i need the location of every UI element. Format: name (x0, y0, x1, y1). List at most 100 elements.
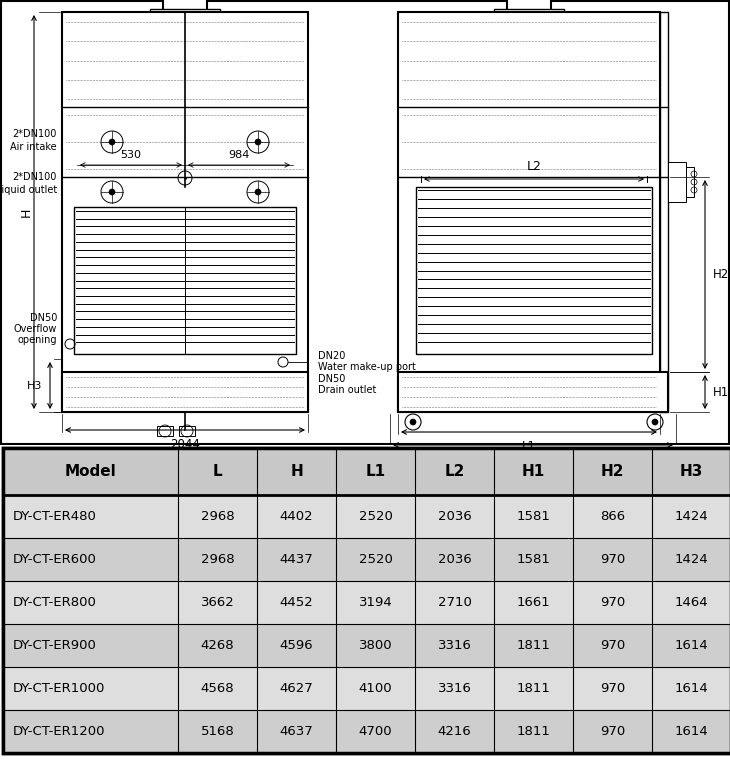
Text: 2968: 2968 (201, 510, 234, 523)
Text: 3662: 3662 (201, 596, 234, 609)
Circle shape (255, 139, 261, 145)
Text: 2036: 2036 (437, 553, 472, 566)
Text: 1581: 1581 (517, 553, 550, 566)
Bar (74, 207, 296, 354)
Text: Drain outlet: Drain outlet (318, 385, 377, 395)
Bar (62, 12, 308, 412)
Text: 2710: 2710 (437, 596, 472, 609)
Text: 4437: 4437 (280, 553, 313, 566)
Text: 2*DN100: 2*DN100 (12, 172, 57, 182)
Text: 1424: 1424 (675, 510, 708, 523)
Text: Overflow: Overflow (14, 324, 57, 334)
Text: DY-CT-ER600: DY-CT-ER600 (13, 553, 97, 566)
Bar (416, 187, 652, 354)
Text: DY-CT-ER900: DY-CT-ER900 (13, 639, 97, 652)
Bar (3, 495, 730, 538)
Text: L: L (212, 464, 223, 479)
Text: 3316: 3316 (437, 639, 472, 652)
Text: 970: 970 (600, 682, 625, 695)
Text: Model: Model (65, 464, 116, 479)
Bar (3, 710, 730, 753)
Bar (660, 12, 668, 412)
Text: DN50: DN50 (30, 313, 57, 323)
Text: H1: H1 (522, 464, 545, 479)
Text: 2968: 2968 (201, 553, 234, 566)
Text: Air intake: Air intake (10, 142, 57, 152)
Text: 3800: 3800 (358, 639, 392, 652)
Text: 530: 530 (120, 150, 142, 160)
Text: 970: 970 (600, 553, 625, 566)
Bar (3, 538, 730, 581)
Circle shape (255, 189, 261, 195)
Text: 1464: 1464 (675, 596, 708, 609)
Text: 4596: 4596 (280, 639, 313, 652)
Bar (62, 372, 308, 412)
Text: 2044: 2044 (170, 438, 200, 451)
Text: 970: 970 (600, 639, 625, 652)
Text: 1811: 1811 (517, 639, 550, 652)
Text: 1581: 1581 (517, 510, 550, 523)
Text: 3316: 3316 (437, 682, 472, 695)
Bar (150, 9, 220, 18)
Bar (3, 667, 730, 710)
Text: DY-CT-ER480: DY-CT-ER480 (13, 510, 97, 523)
Text: 4637: 4637 (280, 725, 313, 738)
Text: 970: 970 (600, 596, 625, 609)
Text: 970: 970 (600, 725, 625, 738)
Bar (686, 167, 694, 197)
Bar (398, 12, 660, 412)
Text: H3: H3 (680, 464, 703, 479)
Bar (398, 372, 668, 412)
Bar (668, 162, 686, 202)
Text: opening: opening (18, 335, 57, 345)
Text: 4452: 4452 (280, 596, 313, 609)
Text: DY-CT-ER1000: DY-CT-ER1000 (13, 682, 105, 695)
Text: 2*DN100: 2*DN100 (12, 129, 57, 139)
Text: DN50: DN50 (318, 374, 345, 384)
Text: L: L (529, 453, 537, 466)
Text: DY-CT-ER800: DY-CT-ER800 (13, 596, 97, 609)
Bar (3, 581, 730, 624)
Text: H3: H3 (26, 380, 42, 391)
Bar (3, 448, 730, 495)
Bar (3, 624, 730, 667)
Bar (157, 426, 173, 436)
Text: 1614: 1614 (675, 639, 708, 652)
Text: 1424: 1424 (675, 553, 708, 566)
Text: L1: L1 (522, 440, 536, 453)
Text: 4402: 4402 (280, 510, 313, 523)
Text: 4568: 4568 (201, 682, 234, 695)
Text: 866: 866 (600, 510, 625, 523)
Text: L2: L2 (445, 464, 465, 479)
Text: H2: H2 (601, 464, 624, 479)
Text: 1811: 1811 (517, 725, 550, 738)
Text: 1614: 1614 (675, 682, 708, 695)
Text: H: H (290, 464, 303, 479)
Text: 1811: 1811 (517, 682, 550, 695)
Text: 5168: 5168 (201, 725, 234, 738)
Text: 4100: 4100 (358, 682, 392, 695)
Text: Liquid outlet: Liquid outlet (0, 185, 57, 195)
Text: H2: H2 (713, 268, 729, 281)
Circle shape (652, 419, 658, 425)
Circle shape (410, 419, 416, 425)
Text: L2: L2 (526, 160, 542, 173)
Circle shape (109, 189, 115, 195)
Bar (179, 426, 195, 436)
Text: 4268: 4268 (201, 639, 234, 652)
Circle shape (109, 139, 115, 145)
Text: 2520: 2520 (358, 553, 393, 566)
Text: Water make-up port: Water make-up port (318, 362, 416, 372)
Text: 984: 984 (228, 150, 250, 160)
Text: 4627: 4627 (280, 682, 313, 695)
Text: H: H (20, 207, 33, 217)
Text: 3194: 3194 (358, 596, 393, 609)
Text: 2520: 2520 (358, 510, 393, 523)
Text: 4216: 4216 (437, 725, 472, 738)
Text: 2036: 2036 (437, 510, 472, 523)
Text: DY-CT-ER1200: DY-CT-ER1200 (13, 725, 106, 738)
Text: 1661: 1661 (517, 596, 550, 609)
Bar (163, 0, 207, 12)
Bar (494, 9, 564, 18)
Text: H1: H1 (713, 386, 729, 398)
